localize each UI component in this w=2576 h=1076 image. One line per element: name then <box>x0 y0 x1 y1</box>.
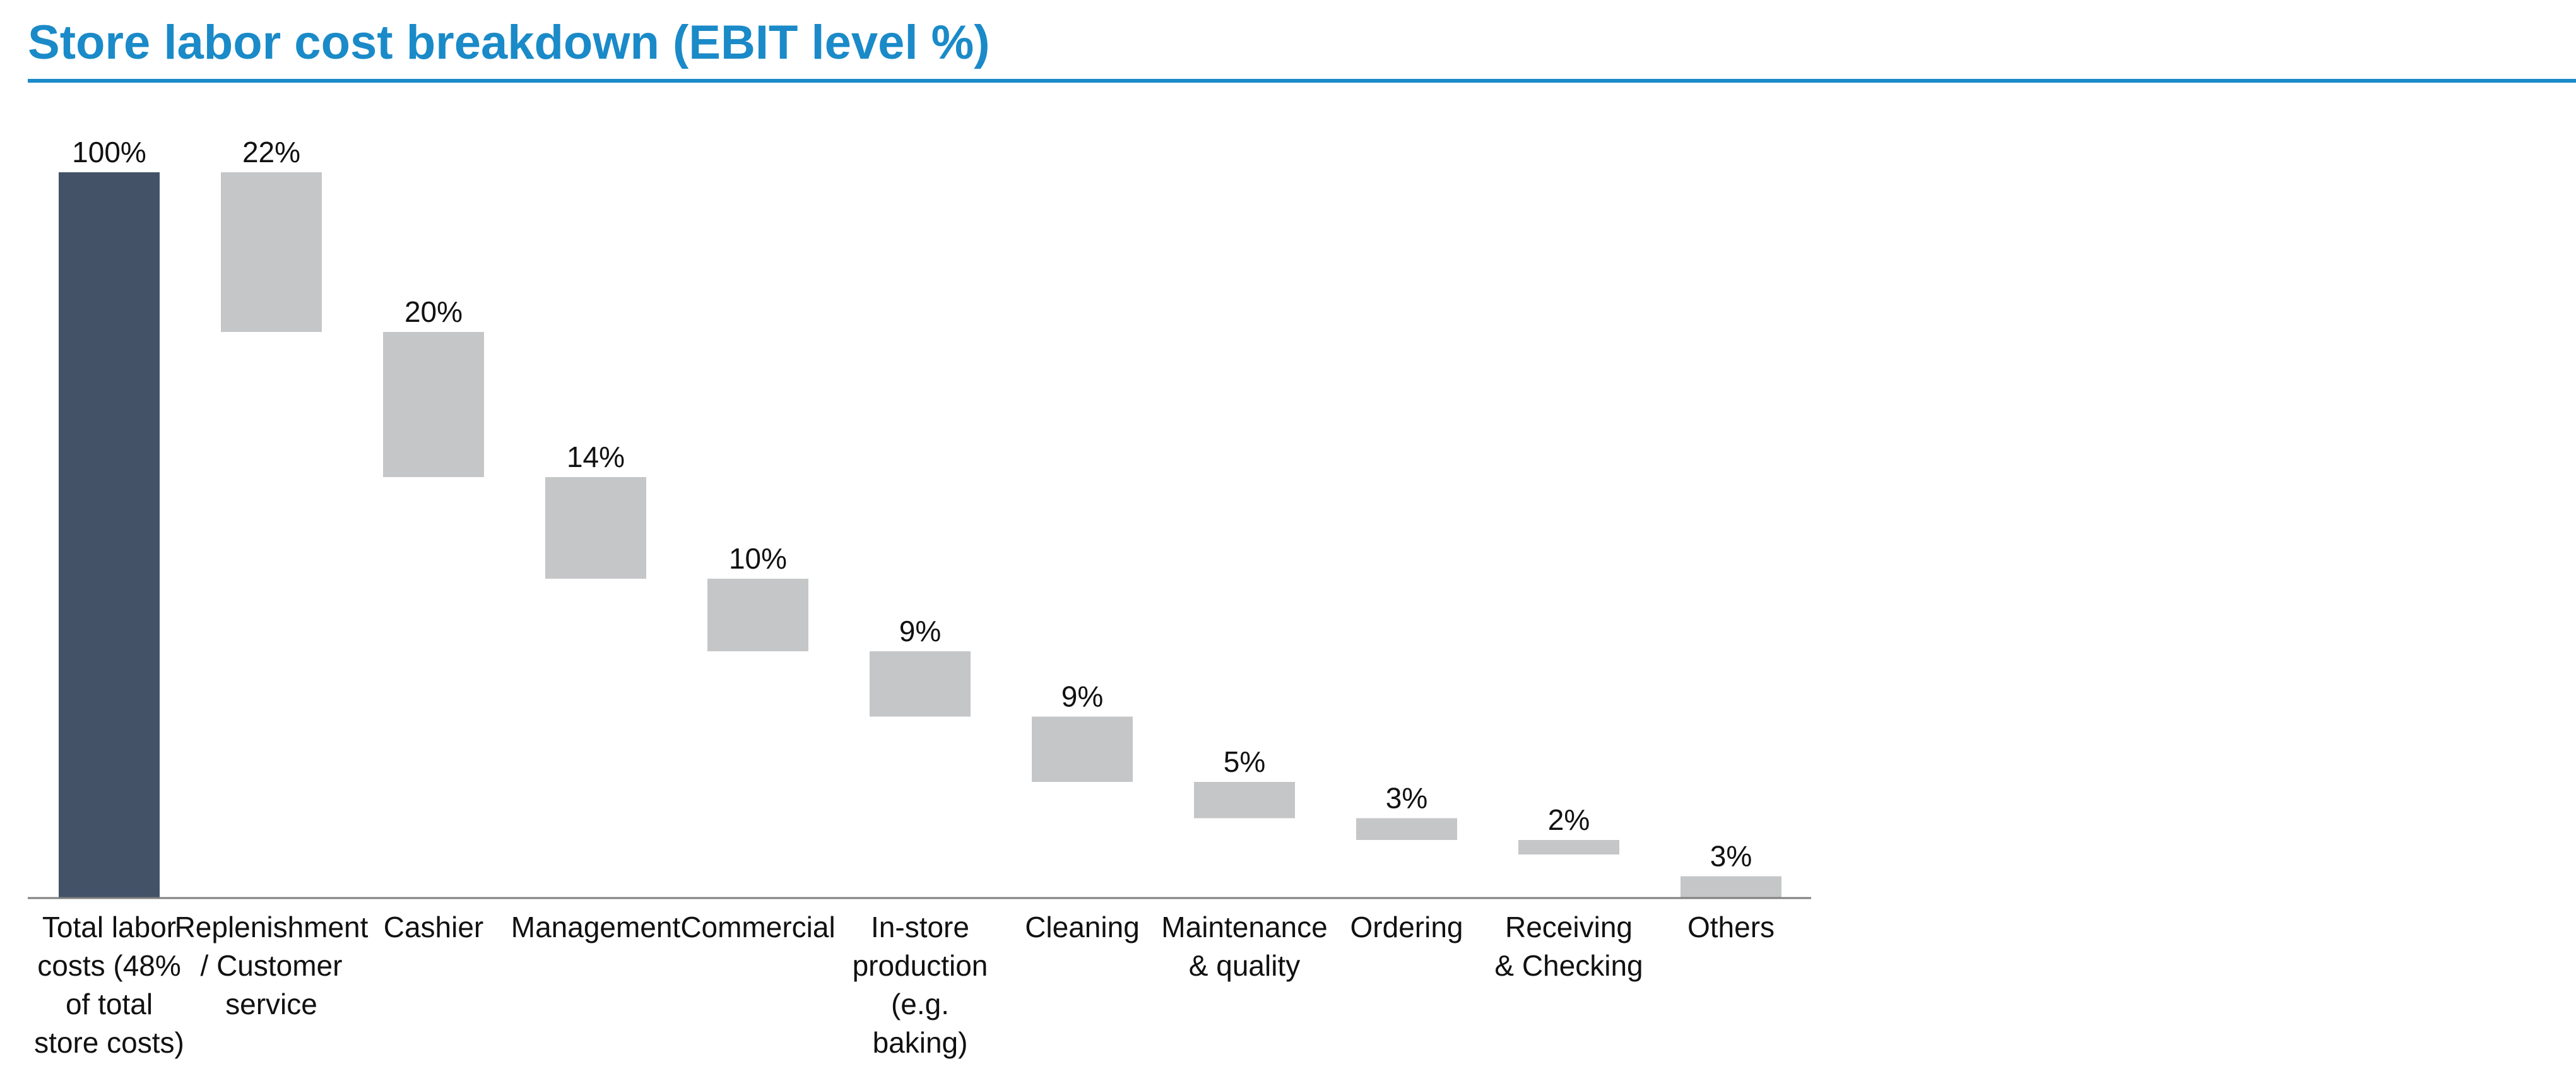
value-label-2: 20% <box>405 295 463 328</box>
value-label-5: 9% <box>899 615 941 647</box>
bar-0 <box>59 172 160 898</box>
bar-8 <box>1356 818 1457 840</box>
category-label-line: Management <box>511 911 681 943</box>
category-label-line: service <box>225 988 317 1020</box>
bar-10 <box>1681 876 1781 898</box>
category-label-line: Replenishment <box>175 911 369 943</box>
bar-5 <box>870 651 971 717</box>
category-labels-group: Total labor costs (48% of total store costs… <box>34 911 1775 1059</box>
value-label-3: 14% <box>567 440 625 473</box>
category-label-2: Cashier <box>384 911 484 943</box>
value-label-8: 3% <box>1386 782 1427 815</box>
category-label-3: Management <box>511 911 681 943</box>
category-label-line: baking) <box>873 1026 968 1059</box>
value-label-0: 100% <box>72 136 146 168</box>
title-divider <box>28 79 2576 83</box>
value-label-4: 10% <box>729 542 787 575</box>
category-label-line: production <box>853 949 988 982</box>
value-label-1: 22% <box>242 136 300 168</box>
value-label-7: 5% <box>1224 745 1265 778</box>
category-label-6: Cleaning <box>1025 911 1140 943</box>
category-label-7: Maintenance & quality <box>1161 911 1327 982</box>
category-label-10: Others <box>1687 911 1775 943</box>
bar-4 <box>707 579 808 651</box>
category-label-line: Cashier <box>384 911 484 943</box>
bar-2 <box>383 332 484 477</box>
bar-1 <box>221 172 322 332</box>
bar-9 <box>1518 840 1619 854</box>
category-label-1: Replenishment / Customer service <box>175 911 369 1020</box>
category-label-4: Commercial <box>680 911 835 943</box>
category-label-line: Maintenance <box>1161 911 1327 943</box>
category-label-5: In-store production (e.g. baking) <box>853 911 988 1059</box>
value-labels-group: 100% 22% 20% 14% 10% 9% 9% 5% 3% 2% 3% <box>72 136 1752 873</box>
category-label-line: (e.g. <box>891 988 949 1020</box>
category-label-line: / Customer <box>201 949 343 982</box>
category-label-line: Others <box>1687 911 1775 943</box>
category-label-line: Ordering <box>1350 911 1463 943</box>
value-label-9: 2% <box>1548 803 1590 836</box>
value-label-6: 9% <box>1061 680 1103 713</box>
category-label-line: costs (48% <box>37 949 181 982</box>
bar-7 <box>1194 782 1295 819</box>
category-label-line: of total <box>66 988 153 1020</box>
bars-group <box>59 172 1781 898</box>
category-label-line: Commercial <box>680 911 835 943</box>
category-label-line: store costs) <box>34 1026 184 1059</box>
category-label-line: In-store <box>871 911 969 943</box>
category-label-8: Ordering <box>1350 911 1463 943</box>
bar-3 <box>545 477 646 579</box>
category-label-line: Receiving <box>1505 911 1633 943</box>
category-label-line: Cleaning <box>1025 911 1140 943</box>
bar-6 <box>1032 716 1133 782</box>
category-label-9: Receiving & Checking <box>1494 911 1643 982</box>
value-label-10: 3% <box>1710 840 1752 873</box>
category-label-0: Total labor costs (48% of total store costs… <box>34 911 184 1059</box>
category-label-line: & Checking <box>1494 949 1643 982</box>
category-label-line: & quality <box>1189 949 1300 982</box>
category-label-line: Total labor <box>42 911 176 943</box>
page-title: Store labor cost breakdown (EBIT level %… <box>28 16 990 69</box>
